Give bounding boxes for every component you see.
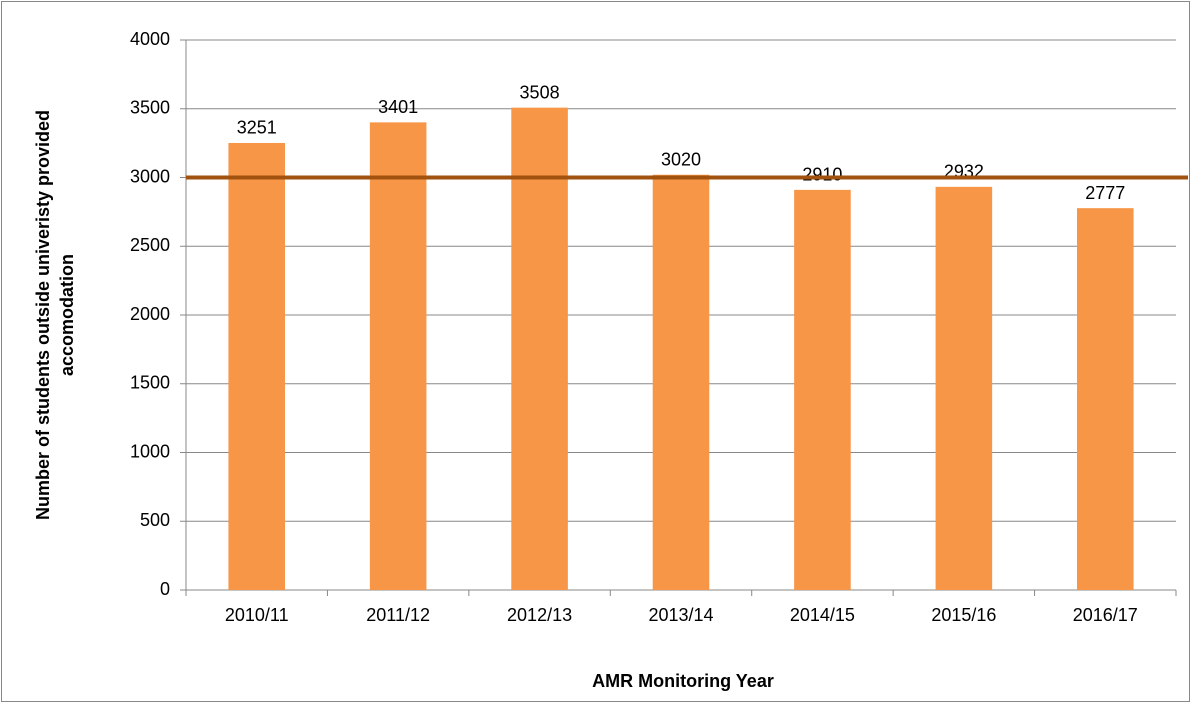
x-tick-label: 2011/12 bbox=[366, 605, 430, 625]
data-label: 3020 bbox=[661, 150, 701, 170]
x-tick-label: 2012/13 bbox=[507, 605, 572, 625]
data-label: 2777 bbox=[1085, 183, 1125, 203]
data-label: 3251 bbox=[237, 118, 277, 138]
data-label: 3508 bbox=[520, 82, 560, 102]
y-tick-label: 500 bbox=[140, 510, 170, 530]
y-tick-label: 1000 bbox=[130, 441, 170, 461]
bar bbox=[794, 189, 851, 590]
y-axis-title: Number of students outside univeristy pr… bbox=[33, 110, 77, 520]
x-tick-label: 2016/17 bbox=[1073, 605, 1138, 625]
y-axis-title-line: accomodation bbox=[57, 254, 77, 376]
bar bbox=[511, 107, 568, 591]
x-tick-label: 2010/11 bbox=[225, 605, 289, 625]
bar bbox=[935, 186, 993, 590]
bar bbox=[228, 142, 285, 591]
y-tick-label: 2500 bbox=[130, 235, 170, 255]
data-label: 3401 bbox=[378, 97, 418, 117]
bar bbox=[1077, 208, 1134, 590]
x-tick-label: 2015/16 bbox=[931, 605, 996, 625]
data-label: 2910 bbox=[802, 165, 842, 185]
bar bbox=[652, 174, 710, 590]
y-tick-label: 4000 bbox=[130, 29, 170, 49]
y-tick-label: 3500 bbox=[130, 98, 170, 118]
y-tick-label: 0 bbox=[160, 579, 170, 599]
x-tick-label: 2014/15 bbox=[790, 605, 855, 625]
y-tick-label: 1500 bbox=[130, 373, 170, 393]
bar bbox=[369, 122, 427, 591]
x-axis-title: AMR Monitoring Year bbox=[592, 671, 774, 691]
y-tick-label: 3000 bbox=[130, 166, 170, 186]
x-tick-label: 2013/14 bbox=[648, 605, 713, 625]
y-tick-label: 2000 bbox=[130, 304, 170, 324]
y-axis-title-line: Number of students outside univeristy pr… bbox=[33, 110, 53, 520]
